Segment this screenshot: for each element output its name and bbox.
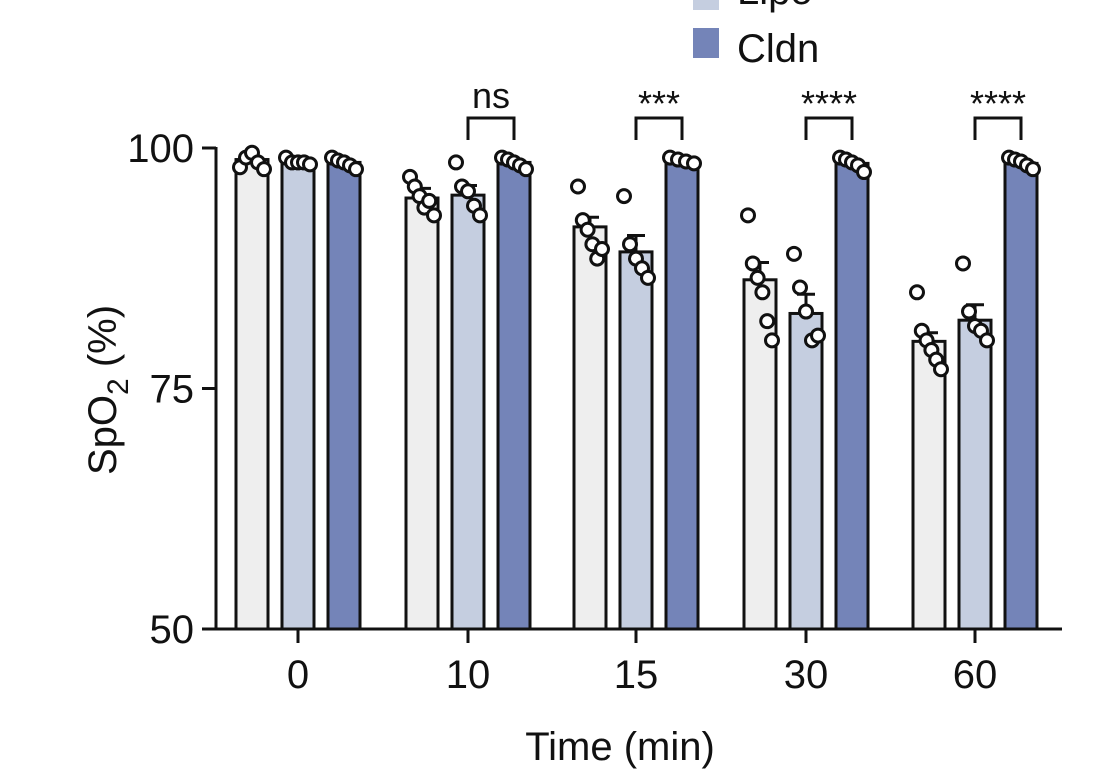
bar-15-s1 <box>618 250 654 631</box>
y-axis-title-unit: (%) <box>81 305 125 378</box>
point-10-s0-4 <box>421 192 438 209</box>
y-tick-label-100: 100 <box>127 127 194 171</box>
point-30-s1-1 <box>792 279 808 296</box>
significance-label-15: *** <box>638 83 680 124</box>
point-30-s0-5 <box>764 332 780 349</box>
significance-label-30: **** <box>801 83 857 124</box>
y-tick-label-75: 75 <box>150 368 195 412</box>
point-30-s0-3 <box>754 284 771 301</box>
point-30-s0-1 <box>744 255 761 272</box>
x-tick-label-0: 0 <box>287 653 309 697</box>
data-points-group <box>232 144 1041 378</box>
point-0-s0-4 <box>256 161 272 178</box>
point-10-s0-5 <box>426 207 442 224</box>
point-15-s1-0 <box>616 188 632 205</box>
significance-label-60: **** <box>970 83 1026 124</box>
point-15-s2-3 <box>686 155 702 172</box>
bar-0-s2 <box>326 160 362 631</box>
point-0-s1-4 <box>302 156 318 173</box>
y-tick-label-50: 50 <box>150 608 195 652</box>
bar-0-s1 <box>280 160 316 631</box>
point-30-s1-2 <box>798 303 814 320</box>
bar-30-s1 <box>788 311 824 631</box>
point-10-s2-4 <box>518 161 534 178</box>
point-30-s0-2 <box>749 269 766 286</box>
bar-15-s0 <box>572 225 608 631</box>
point-30-s0-4 <box>759 313 776 330</box>
point-10-s1-4 <box>472 207 488 224</box>
significance-bracket-10 <box>466 116 516 140</box>
point-60-s1-0 <box>955 255 971 272</box>
point-60-s1-4 <box>979 332 995 349</box>
point-60-s0-0 <box>909 284 925 301</box>
y-ticks-group: 50 75 100 <box>127 127 216 652</box>
point-15-s0-0 <box>570 178 586 195</box>
bar-30-s2 <box>834 161 870 631</box>
legend-label-lipo: Lipo <box>737 0 813 13</box>
significance-group: ns *** **** **** <box>466 75 1026 140</box>
significance-bracket-60 <box>973 116 1023 140</box>
point-0-s2-4 <box>348 161 364 178</box>
bar-0-s0 <box>234 158 270 631</box>
point-15-s0-5 <box>594 241 610 258</box>
point-30-s2-4 <box>856 164 872 181</box>
legend-swatch-cldn <box>693 28 719 58</box>
bar-30-s0 <box>742 278 778 631</box>
x-tick-label-30: 30 <box>784 653 829 697</box>
x-axis-title: Time (min) <box>525 725 715 769</box>
x-tick-label-10: 10 <box>446 653 491 697</box>
point-60-s1-1 <box>961 303 977 320</box>
point-10-s1-0 <box>448 154 464 171</box>
legend-label-cldn: Cldn <box>737 27 819 71</box>
bar-10-s0 <box>404 196 440 631</box>
y-axis-title: SpO2 (%) <box>81 305 135 475</box>
point-60-s2-4 <box>1025 161 1041 178</box>
significance-bracket-15 <box>634 116 684 140</box>
point-30-s1-4 <box>810 327 826 344</box>
bar-15-s2 <box>664 159 700 631</box>
x-tick-label-60: 60 <box>953 653 998 697</box>
x-tick-label-15: 15 <box>614 653 659 697</box>
point-10-s1-2 <box>460 183 476 200</box>
x-ticks-group: 0 10 15 30 60 <box>287 629 997 697</box>
bar-60-s0 <box>911 339 947 631</box>
point-15-s0-2 <box>579 221 596 238</box>
point-30-s0-0 <box>740 207 756 224</box>
bar-60-s1 <box>957 318 993 631</box>
legend-swatch-lipo <box>693 0 719 10</box>
point-60-s0-5 <box>933 361 949 378</box>
point-15-s1-1 <box>622 236 638 253</box>
point-15-s1-4 <box>640 269 656 286</box>
y-axis-title-subscript: 2 <box>102 378 135 395</box>
bar-10-s2 <box>496 160 532 631</box>
significance-label-10: ns <box>472 75 510 116</box>
significance-bracket-30 <box>804 116 854 140</box>
y-axis-title-main: SpO <box>81 395 125 475</box>
bars-group <box>234 158 1039 631</box>
point-30-s1-0 <box>786 245 802 262</box>
bar-10-s1 <box>450 193 486 631</box>
bar-60-s2 <box>1003 161 1039 631</box>
legend: Lipo Cldn <box>693 0 819 71</box>
